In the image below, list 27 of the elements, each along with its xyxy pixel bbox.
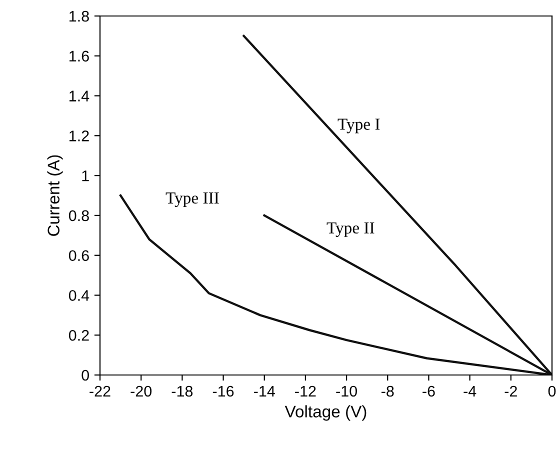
- x-tick-label: -22: [90, 386, 110, 396]
- x-tick-label: -12: [295, 386, 316, 396]
- y-tick-label: 1.2: [70, 130, 89, 142]
- x-tick-label: -4: [464, 386, 476, 396]
- y-tick-label: 1.4: [70, 90, 90, 102]
- x-tick-label: 0: [548, 386, 556, 397]
- y-tick-label: 0.2: [68, 330, 89, 341]
- y-axis-title: Current (A): [47, 155, 63, 236]
- x-tick-label: -18: [172, 386, 193, 397]
- x-tick-label: -16: [212, 386, 234, 397]
- x-tick-label: -10: [336, 386, 357, 397]
- x-axis-title: Voltage (V): [284, 405, 366, 421]
- x-tick-label: -6: [422, 386, 435, 397]
- series-label: Type I: [338, 118, 380, 134]
- x-tick-label: -8: [382, 386, 394, 397]
- x-tick-label: -20: [130, 386, 152, 397]
- y-tick-label: 0.8: [68, 210, 89, 222]
- y-tick-label: 1.6: [70, 50, 89, 62]
- series-label: Type III: [166, 192, 219, 208]
- y-tick-label: 1.8: [70, 10, 89, 22]
- y-tick-label: 0.6: [68, 250, 89, 262]
- x-tick-label: -14: [254, 386, 275, 396]
- series-label: Type II: [326, 222, 374, 237]
- x-tick-label: -2: [504, 386, 517, 396]
- y-tick-label: 0: [82, 370, 89, 381]
- y-tick-label: 1: [82, 170, 89, 182]
- y-tick-label: 0.4: [68, 290, 90, 301]
